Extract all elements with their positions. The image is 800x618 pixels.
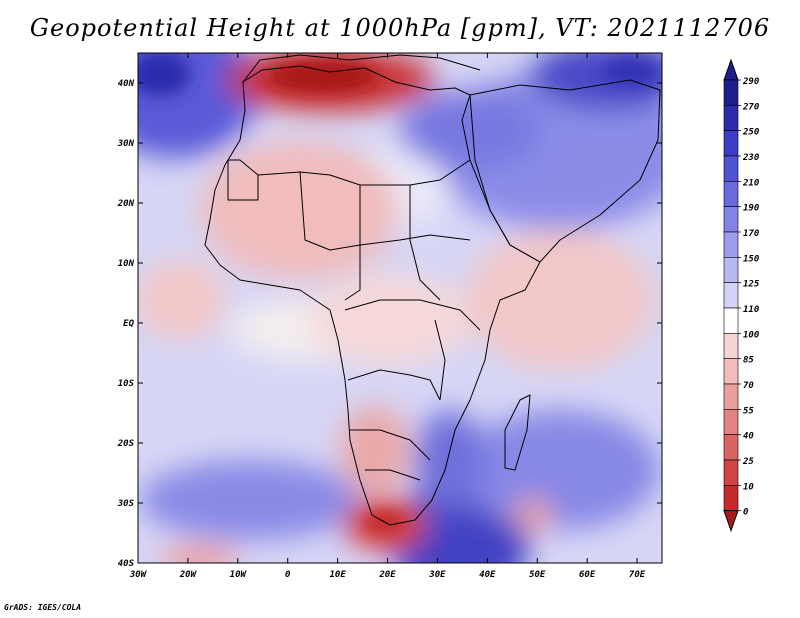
colorbar-label: 100 bbox=[743, 330, 760, 340]
colorbar-label: 210 bbox=[742, 178, 760, 188]
colorbar-swatch bbox=[723, 409, 739, 435]
colorbar-label: 230 bbox=[742, 153, 760, 163]
colorbar-swatch bbox=[723, 358, 739, 385]
lon-tick-label: 0 bbox=[285, 570, 291, 580]
colorbar-swatch bbox=[723, 79, 739, 106]
colorbar-swatch bbox=[723, 383, 739, 410]
lat-tick-label: 40S bbox=[118, 559, 135, 569]
lon-tick-label: 60E bbox=[579, 570, 596, 580]
plot-border bbox=[137, 52, 663, 564]
lon-tick-label: 30E bbox=[428, 570, 446, 580]
lat-tick-label: 20N bbox=[117, 199, 135, 209]
lat-tick-label: 30N bbox=[117, 139, 135, 149]
latitude-axis: 40N 30N 20N 10N EQ 10S 20S 30S 40S bbox=[117, 79, 662, 569]
colorbar-top-arrow bbox=[723, 58, 739, 81]
colorbar-swatch bbox=[723, 459, 739, 486]
lat-tick-label: 20S bbox=[117, 439, 135, 449]
colorbar-swatch bbox=[723, 181, 739, 207]
colorbar-label: 170 bbox=[743, 229, 760, 239]
lon-tick-label: 10W bbox=[230, 570, 248, 580]
colorbar-label: 125 bbox=[743, 280, 760, 290]
colorbar-label: 250 bbox=[742, 128, 760, 138]
colorbar: 2902702502302101901701501251101008570554… bbox=[723, 58, 760, 533]
lon-tick-label: 40E bbox=[479, 570, 496, 580]
colorbar-swatch bbox=[723, 231, 739, 258]
colorbar-label: 85 bbox=[743, 356, 754, 366]
lon-tick-label: 10E bbox=[329, 570, 346, 580]
colorbar-swatch bbox=[723, 155, 739, 182]
credit-label: GrADS: IGES/COLA bbox=[4, 603, 82, 612]
colorbar-swatch bbox=[723, 282, 739, 309]
colorbar-label: 10 bbox=[743, 482, 754, 492]
colorbar-label: 40 bbox=[743, 432, 754, 442]
lat-tick-label: 10N bbox=[118, 259, 135, 269]
longitude-axis: 30W 20W 10W 0 10E 20E 30E 40E 50E 60E 70E bbox=[129, 53, 646, 580]
colorbar-label: 0 bbox=[743, 508, 749, 518]
colorbar-bottom-arrow bbox=[723, 510, 739, 533]
colorbar-label: 110 bbox=[743, 305, 760, 315]
colorbar-label: 290 bbox=[742, 77, 760, 87]
colorbar-label: 55 bbox=[743, 406, 754, 416]
lat-tick-label: 10S bbox=[118, 379, 135, 389]
lon-tick-label: 20E bbox=[378, 570, 396, 580]
lon-tick-label: 50E bbox=[529, 570, 546, 580]
colorbar-swatch bbox=[723, 307, 739, 334]
colorbar-label: 270 bbox=[742, 102, 760, 112]
colorbar-swatch bbox=[723, 105, 739, 131]
coastlines bbox=[204, 54, 661, 526]
colorbar-swatch bbox=[723, 257, 739, 283]
lon-tick-label: 70E bbox=[629, 570, 646, 580]
lon-tick-label: 30W bbox=[129, 570, 148, 580]
lat-tick-label: 30S bbox=[117, 499, 135, 509]
lat-tick-label: EQ bbox=[123, 319, 134, 329]
lon-tick-label: 20W bbox=[179, 570, 198, 580]
colorbar-swatch bbox=[723, 333, 739, 359]
colorbar-swatch bbox=[723, 434, 739, 461]
colorbar-swatch bbox=[723, 130, 739, 157]
colorbar-label: 150 bbox=[743, 254, 760, 264]
map-title: Geopotential Height at 1000hPa [gpm], VT… bbox=[29, 14, 771, 42]
colorbar-label: 25 bbox=[742, 457, 754, 467]
colorbar-swatch bbox=[723, 485, 739, 511]
colorbar-label: 70 bbox=[743, 381, 754, 391]
lat-tick-label: 40N bbox=[118, 79, 135, 89]
geopotential-field bbox=[138, 53, 662, 563]
colorbar-swatch bbox=[723, 206, 739, 233]
colorbar-label: 190 bbox=[743, 204, 760, 214]
